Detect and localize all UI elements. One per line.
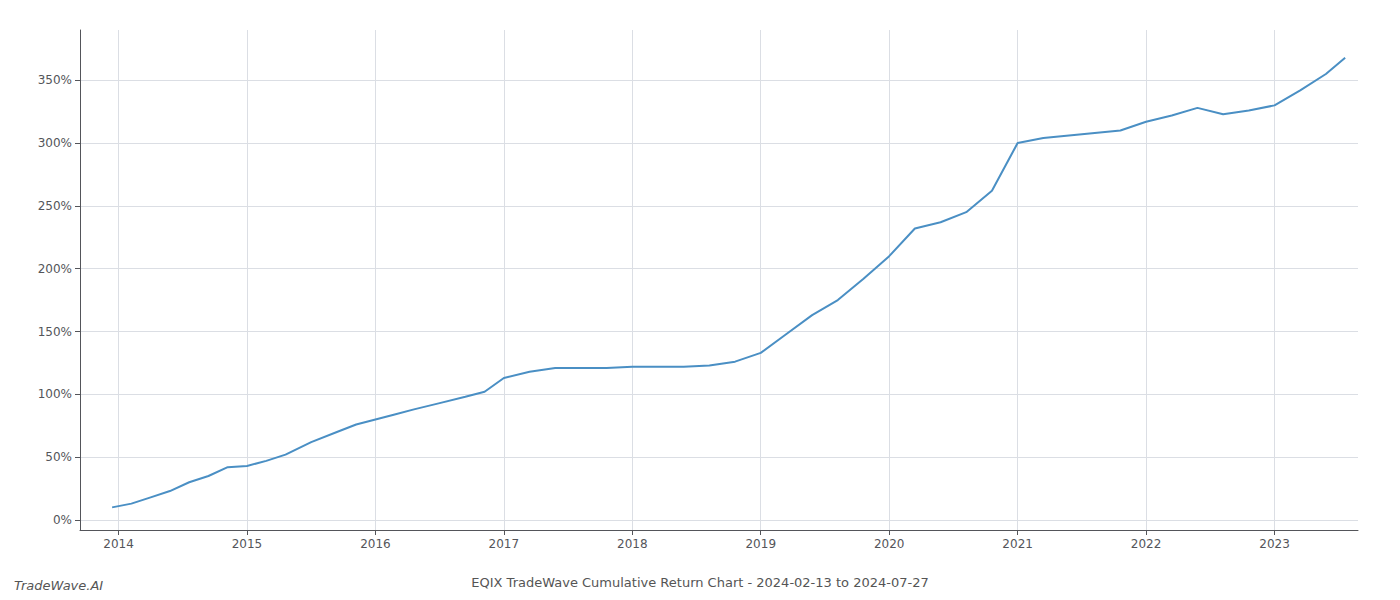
svg-text:50%: 50% <box>45 450 72 464</box>
svg-text:EQIX TradeWave Cumulative Retu: EQIX TradeWave Cumulative Return Chart -… <box>471 575 928 590</box>
svg-text:350%: 350% <box>38 73 72 87</box>
svg-text:2020: 2020 <box>874 537 905 551</box>
svg-text:2018: 2018 <box>617 537 648 551</box>
svg-text:2022: 2022 <box>1131 537 1162 551</box>
svg-text:100%: 100% <box>38 387 72 401</box>
svg-text:TradeWave.AI: TradeWave.AI <box>14 578 103 593</box>
svg-text:2023: 2023 <box>1259 537 1290 551</box>
svg-text:2019: 2019 <box>745 537 776 551</box>
svg-text:200%: 200% <box>38 262 72 276</box>
svg-text:2014: 2014 <box>103 537 134 551</box>
svg-text:2021: 2021 <box>1002 537 1033 551</box>
svg-text:150%: 150% <box>38 325 72 339</box>
svg-text:250%: 250% <box>38 199 72 213</box>
svg-text:2017: 2017 <box>489 537 520 551</box>
svg-text:2015: 2015 <box>232 537 263 551</box>
svg-text:0%: 0% <box>53 513 72 527</box>
svg-text:300%: 300% <box>38 136 72 150</box>
svg-text:2016: 2016 <box>360 537 391 551</box>
